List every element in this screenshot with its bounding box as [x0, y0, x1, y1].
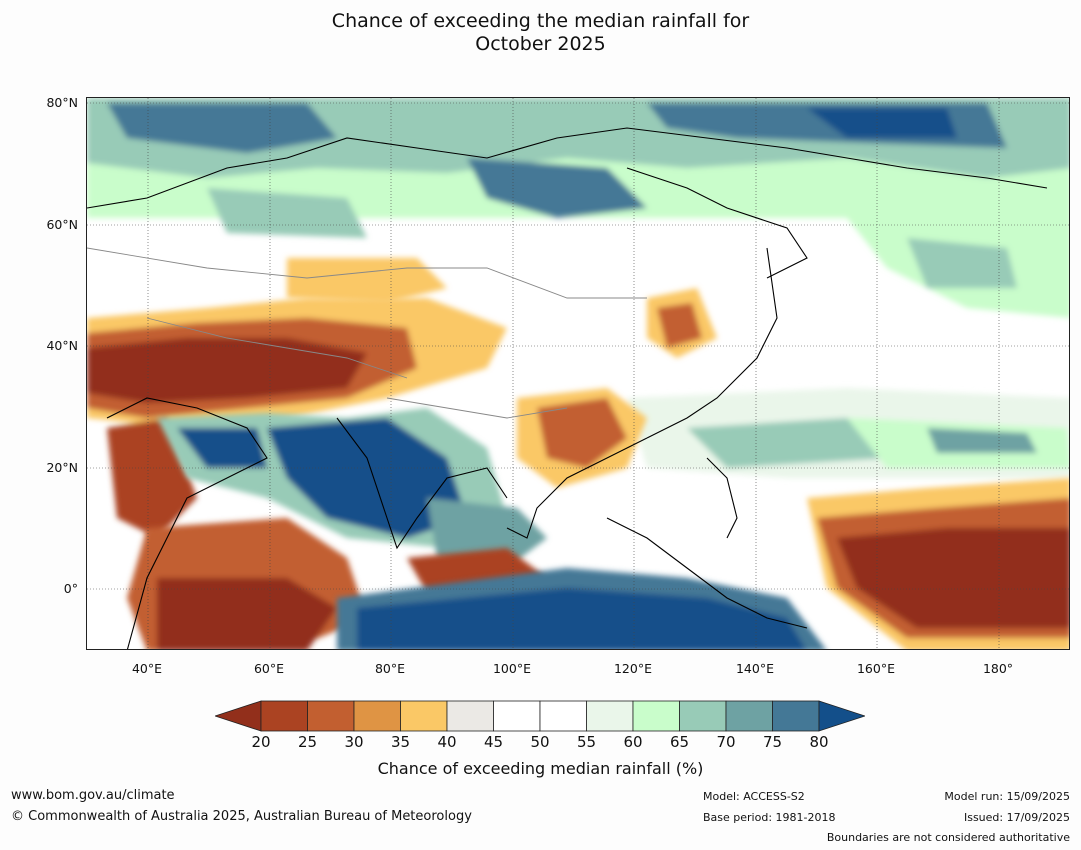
lon-label-60e: 60°E	[253, 661, 285, 676]
lon-label-40e: 40°E	[131, 661, 163, 676]
title-line-2: October 2025	[475, 33, 606, 55]
colorbar-extend-low	[215, 700, 262, 732]
colorbar-tick-label: 45	[483, 733, 504, 751]
lon-label-100e: 100°E	[492, 661, 531, 676]
footer-base-period: Base period: 1981-2018	[703, 811, 836, 824]
rainfall-map	[86, 97, 1070, 650]
colorbar-tick-label: 60	[623, 733, 643, 751]
title-line-1: Chance of exceeding the median rainfall …	[331, 10, 750, 32]
colorbar-tick-label: 40	[437, 733, 457, 751]
lon-label-140e: 140°E	[735, 661, 774, 676]
wet-region-pacific	[627, 388, 1069, 478]
colorbar-tick-label: 80	[809, 733, 829, 751]
colorbar-bin	[307, 700, 355, 732]
lat-label-0: 0°	[63, 581, 78, 596]
colorbar-extend-high	[818, 700, 865, 732]
colorbar-bin	[446, 700, 494, 732]
graticule	[87, 98, 1069, 649]
colorbar-tick-label: 50	[530, 733, 550, 751]
wet-region-india	[157, 408, 547, 568]
footer-copyright: © Commonwealth of Australia 2025, Austra…	[11, 809, 472, 824]
colorbar-bin	[772, 700, 820, 732]
footer-disclaimer: Boundaries are not considered authoritat…	[826, 831, 1070, 844]
colorbar-tick-label: 25	[297, 733, 318, 751]
lat-label-80n: 80°N	[46, 95, 78, 110]
lat-label-20n: 20°N	[46, 460, 78, 475]
footer-model-run: Model run: 15/09/2025	[944, 790, 1070, 803]
lon-label-120e: 120°E	[613, 661, 652, 676]
colorbar-tick-label: 65	[669, 733, 690, 751]
colorbar-bin	[353, 700, 401, 732]
lon-label-80e: 80°E	[374, 661, 406, 676]
colorbar-tick-label: 55	[576, 733, 597, 751]
lon-label-160e: 160°E	[856, 661, 895, 676]
colorbar-tick-label: 75	[762, 733, 783, 751]
map-title: Chance of exceeding the median rainfall …	[0, 10, 1081, 56]
colorbar-bin	[260, 700, 308, 732]
lat-label-40n: 40°N	[46, 338, 78, 353]
colorbar-bin	[400, 700, 448, 732]
colorbar-tick-label: 20	[251, 733, 271, 751]
colorbar-tick-label: 30	[344, 733, 364, 751]
country-boundaries	[87, 247, 647, 419]
rainfall-map-svg	[87, 98, 1069, 649]
lat-label-60n: 60°N	[46, 217, 78, 232]
colorbar-bin	[586, 700, 634, 732]
dry-region-pacific	[807, 478, 1069, 649]
colorbar	[215, 700, 865, 732]
footer-url[interactable]: www.bom.gov.au/climate	[11, 788, 175, 803]
coastlines	[87, 127, 1048, 649]
wet-region-north	[87, 98, 1069, 318]
colorbar-label: Chance of exceeding median rainfall (%)	[377, 759, 704, 778]
lon-label-180: 180°	[982, 661, 1014, 676]
dry-region-china	[287, 258, 717, 488]
colorbar-bin	[493, 700, 541, 732]
footer-model: Model: ACCESS-S2	[703, 790, 805, 803]
colorbar-bin	[725, 700, 773, 732]
colorbar-bin	[539, 700, 587, 732]
wet-region-indian-ocean	[337, 568, 826, 649]
colorbar-bin	[679, 700, 727, 732]
colorbar-tick-label: 70	[716, 733, 736, 751]
colorbar-tick-label: 35	[390, 733, 411, 751]
footer-issued: Issued: 17/09/2025	[963, 811, 1070, 824]
colorbar-bin	[632, 700, 680, 732]
